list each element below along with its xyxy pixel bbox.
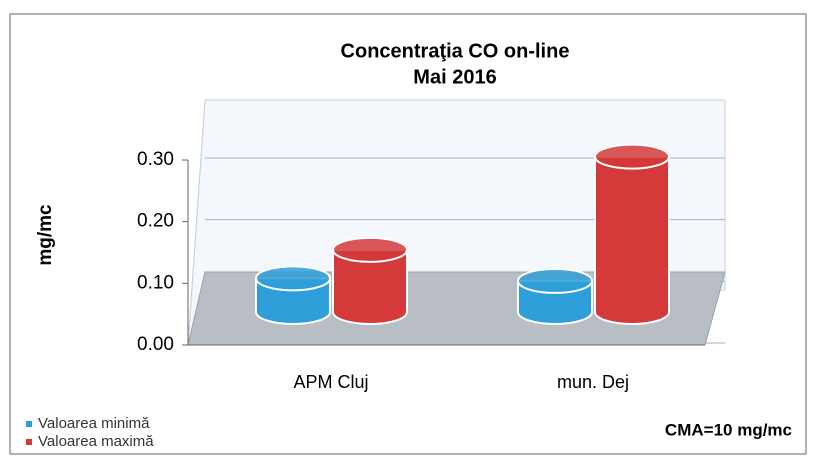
annotation: CMA=10 mg/mc [665, 420, 792, 439]
legend-swatch [26, 439, 32, 445]
side-wall-edge [187, 99, 206, 346]
y-axis-label: mg/mc [35, 204, 56, 266]
cylinder [594, 155, 670, 325]
y-tick-label: 0.00 [137, 334, 174, 355]
chart-subtitle: Mai 2016 [413, 66, 496, 88]
chart-title: Concentraţia CO on-line [341, 40, 570, 62]
y-tick-label: 0.30 [137, 149, 174, 170]
x-tick-label: mun. Dej [557, 372, 629, 392]
cylinder-top [255, 265, 331, 292]
y-tick-label: 0.10 [137, 272, 174, 293]
legend-label: Valoarea maximă [38, 433, 154, 450]
cylinder-top [517, 267, 593, 294]
x-tick-label: APM Cluj [293, 372, 368, 392]
y-tick-label: 0.20 [137, 211, 174, 232]
legend-label: Valoarea minimă [38, 415, 150, 432]
cylinder-top [594, 143, 670, 170]
cylinder-top [332, 236, 408, 263]
cylinder [332, 248, 408, 325]
legend-swatch [26, 421, 32, 427]
